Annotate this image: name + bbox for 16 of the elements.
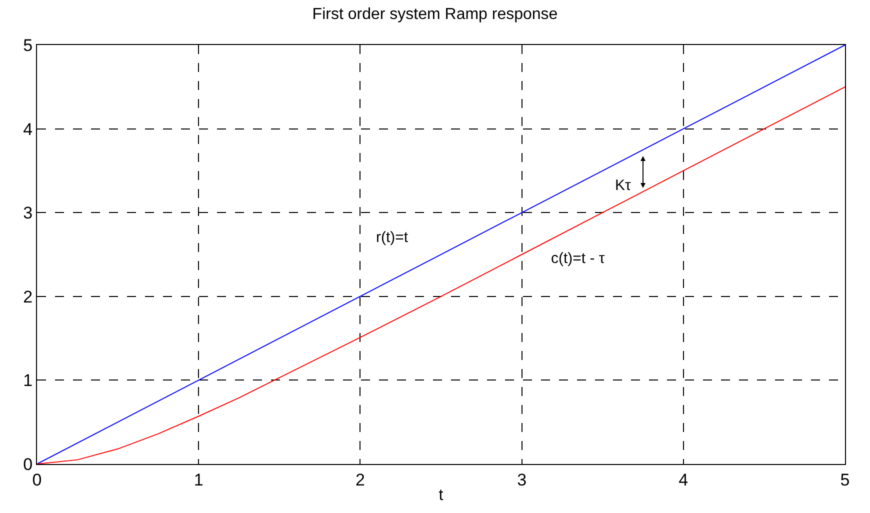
chart-title: First order system Ramp response bbox=[312, 6, 558, 23]
y-tick-label: 0 bbox=[23, 454, 33, 474]
annotation: Kτ bbox=[615, 177, 632, 194]
y-tick-label: 3 bbox=[23, 204, 33, 223]
y-tick-label: 5 bbox=[23, 36, 33, 55]
x-tick-label: 5 bbox=[840, 470, 850, 490]
y-tick-label: 2 bbox=[23, 287, 33, 306]
y-tick-label: 1 bbox=[23, 371, 33, 390]
x-tick-label: 2 bbox=[355, 470, 365, 490]
x-tick-label: 1 bbox=[194, 470, 204, 490]
x-axis-title: t bbox=[438, 487, 444, 504]
x-tick-label: 3 bbox=[517, 470, 527, 490]
x-tick-label: 4 bbox=[678, 470, 688, 490]
annotation: r(t)=t bbox=[376, 229, 409, 246]
y-tick-label: 4 bbox=[23, 120, 33, 139]
annotation: c(t)=t - τ bbox=[551, 250, 605, 267]
